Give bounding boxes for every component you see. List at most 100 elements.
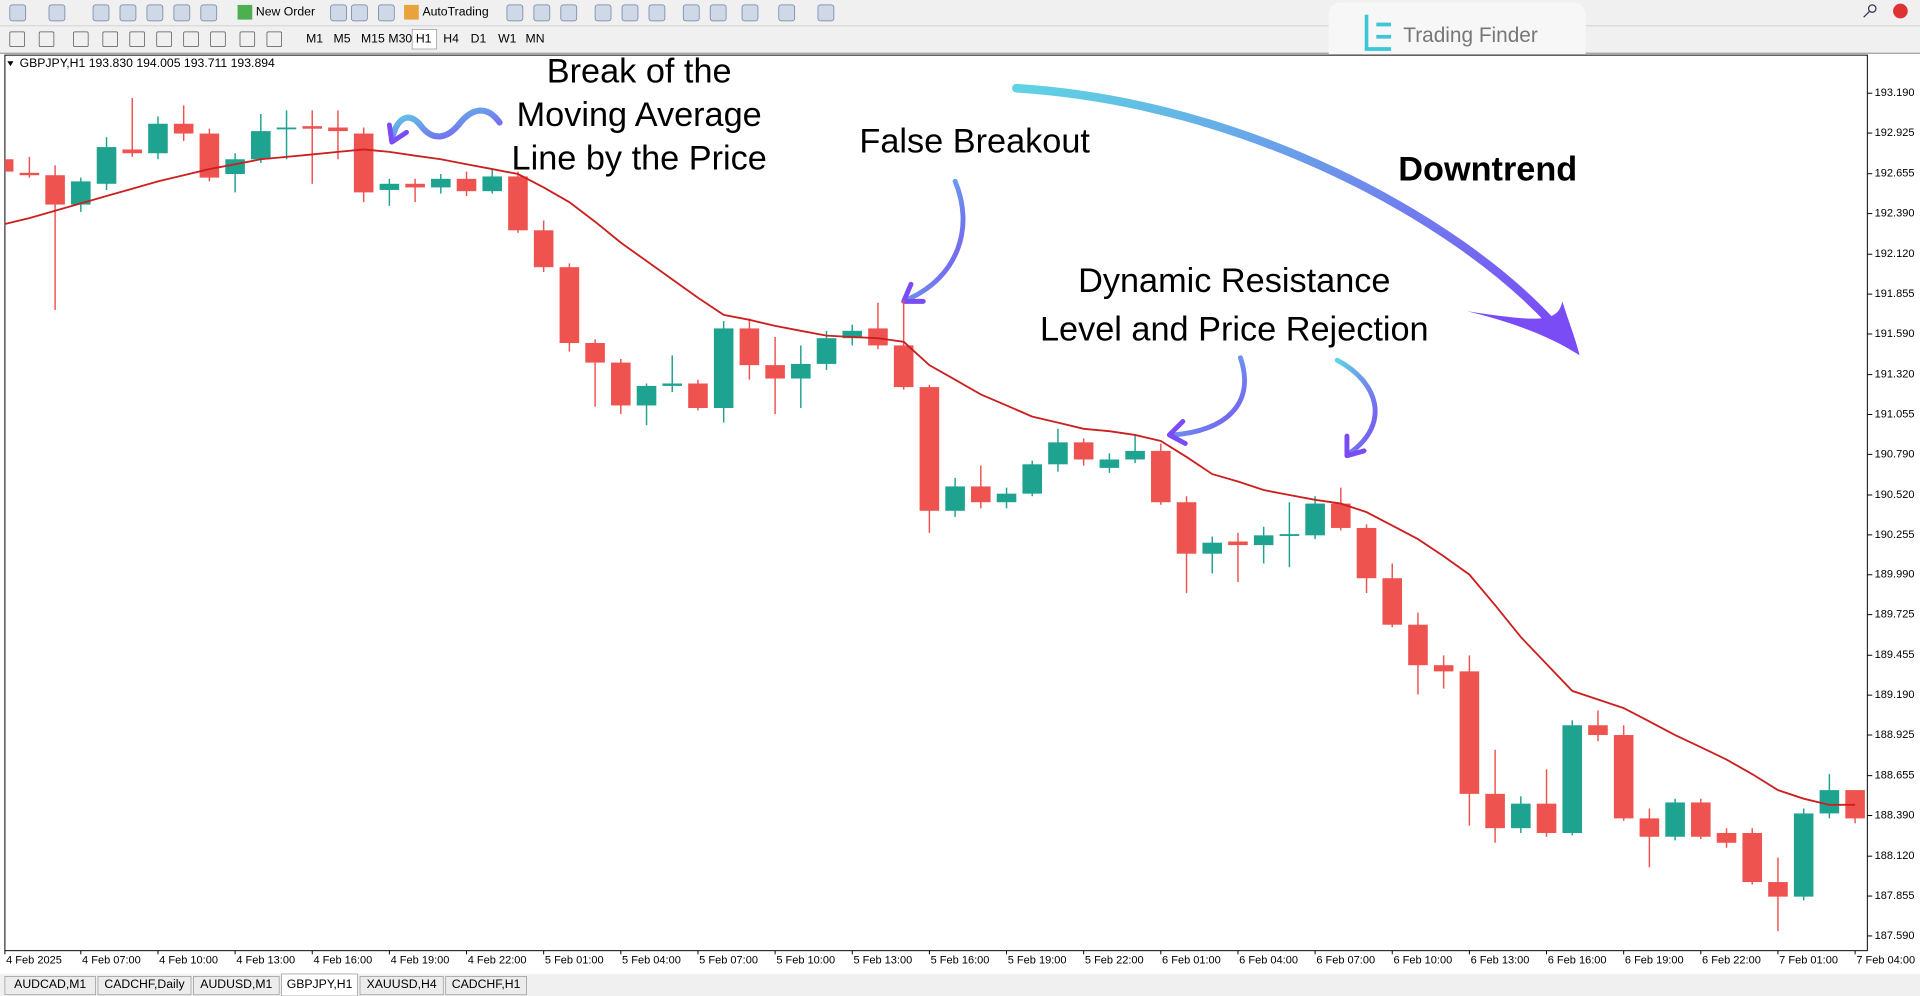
toolbar-icon[interactable]: [239, 31, 256, 47]
candle-body: [1613, 735, 1634, 819]
timeframe-active[interactable]: [411, 29, 438, 50]
toolbar-icon[interactable]: [266, 31, 282, 47]
toolbar-icon[interactable]: [351, 4, 368, 22]
toolbar-icon[interactable]: [533, 4, 551, 22]
toolbar-icon[interactable]: [183, 31, 199, 47]
toolbar-icon[interactable]: [778, 4, 796, 22]
toolbar-icon[interactable]: [560, 4, 578, 22]
x-tick-label: 5 Feb 01:00: [545, 954, 604, 966]
toolbar-icon[interactable]: [102, 31, 118, 47]
logo-text: Trading Finder: [1403, 24, 1538, 47]
x-tick-label: 5 Feb 19:00: [1008, 954, 1067, 966]
timeframe-button[interactable]: H1: [416, 31, 432, 45]
candle-body: [353, 133, 374, 193]
toolbar-icon[interactable]: [73, 31, 89, 47]
toolbar-button[interactable]: New Order: [256, 4, 315, 18]
candle-body: [585, 343, 605, 363]
toolbar-icon[interactable]: [506, 4, 524, 22]
toolbar-icon[interactable]: [741, 4, 759, 22]
toolbar-icon[interactable]: [48, 4, 66, 22]
y-tick-label: 187.590: [1875, 930, 1915, 942]
candle-body: [1151, 450, 1171, 503]
candle-body: [45, 175, 65, 205]
toolbar-icon[interactable]: [173, 4, 191, 22]
candle-body: [1073, 442, 1094, 460]
timeframe-button[interactable]: M5: [334, 31, 351, 45]
x-tick-label: 4 Feb 19:00: [391, 954, 450, 966]
candle-body: [1485, 793, 1505, 829]
toolbar-icon[interactable]: [146, 4, 164, 22]
timeframe-button[interactable]: D1: [471, 31, 487, 45]
candle-body: [276, 127, 297, 130]
toolbar-button[interactable]: AutoTrading: [422, 4, 488, 18]
tab[interactable]: [193, 976, 280, 996]
candle-body: [1099, 459, 1120, 468]
toolbar-button-icon[interactable]: [404, 4, 419, 20]
candle-body: [1639, 818, 1660, 837]
timeframe-button[interactable]: M1: [306, 31, 323, 45]
tab[interactable]: [359, 976, 444, 996]
toolbar-icon[interactable]: [129, 31, 145, 47]
annotation: False Breakout: [859, 122, 1090, 160]
search-icon[interactable]: [1863, 4, 1877, 18]
candle-body: [662, 383, 683, 386]
toolbar-icon[interactable]: [709, 4, 727, 22]
arrow: [388, 107, 503, 143]
notification-icon[interactable]: [1893, 3, 1908, 19]
timeframe-button[interactable]: H4: [443, 31, 459, 45]
toolbar-icon[interactable]: [9, 4, 27, 22]
candle-body: [1176, 502, 1197, 554]
y-tick-label: 193.190: [1875, 87, 1915, 99]
candle-body: [508, 176, 528, 231]
candle-body: [1048, 442, 1068, 465]
toolbar-icon[interactable]: [621, 4, 639, 22]
arrowhead: [1466, 301, 1580, 356]
tab[interactable]: [445, 976, 527, 996]
toolbar-button-icon[interactable]: [237, 4, 253, 20]
tab[interactable]: [4, 976, 96, 996]
x-tick-label: 7 Feb 04:00: [1856, 954, 1915, 966]
x-tick-label: 5 Feb 13:00: [853, 954, 912, 966]
toolbar-icon[interactable]: [210, 31, 226, 47]
x-tick-label: 5 Feb 07:00: [699, 954, 758, 966]
toolbar-icon[interactable]: [594, 4, 612, 22]
x-tick-label: 6 Feb 10:00: [1393, 954, 1452, 966]
candle-body: [1228, 541, 1248, 546]
toolbar-icon[interactable]: [330, 4, 347, 22]
toolbar: [0, 0, 1920, 54]
toolbar-icon[interactable]: [682, 4, 700, 22]
candle-body: [379, 183, 400, 190]
toolbar-icon[interactable]: [378, 4, 395, 22]
timeframe-button[interactable]: M30: [388, 31, 412, 45]
timeframe-button[interactable]: M15: [361, 31, 385, 45]
tab-label[interactable]: GBPJPY,H1: [287, 977, 353, 991]
tab-label[interactable]: CADCHF,Daily: [104, 977, 185, 991]
candle-body: [482, 176, 503, 192]
candle-body: [4, 159, 14, 172]
candle-body: [96, 147, 117, 184]
arrowhead: [1344, 433, 1367, 459]
tab[interactable]: [97, 976, 192, 996]
tab-label[interactable]: CADCHF,H1: [452, 977, 521, 991]
toolbar-icon[interactable]: [119, 4, 137, 22]
toolbar-icon[interactable]: [38, 31, 55, 47]
candle-body: [559, 267, 580, 344]
toolbar-icon[interactable]: [92, 4, 110, 22]
tab-label[interactable]: XAUUSD,H4: [367, 977, 437, 991]
moving-average-line: [4, 148, 1856, 806]
tab[interactable]: [281, 973, 358, 996]
toolbar-icon[interactable]: [156, 31, 172, 47]
toolbar-icon[interactable]: [200, 4, 218, 22]
toolbar-icon[interactable]: [817, 4, 835, 22]
tab-label[interactable]: AUDCAD,M1: [14, 977, 86, 991]
timeframe-button[interactable]: W1: [498, 31, 517, 45]
annotation: Level and Price Rejection: [1040, 310, 1429, 348]
toolbar-icon[interactable]: [648, 4, 666, 22]
toolbar-icon[interactable]: [9, 31, 25, 47]
candle-body: [1382, 578, 1403, 625]
x-tick-label: 6 Feb 13:00: [1471, 954, 1530, 966]
tab-label[interactable]: AUDUSD,M1: [200, 977, 272, 991]
candle-body: [1742, 832, 1763, 883]
timeframe-button[interactable]: MN: [526, 31, 545, 45]
